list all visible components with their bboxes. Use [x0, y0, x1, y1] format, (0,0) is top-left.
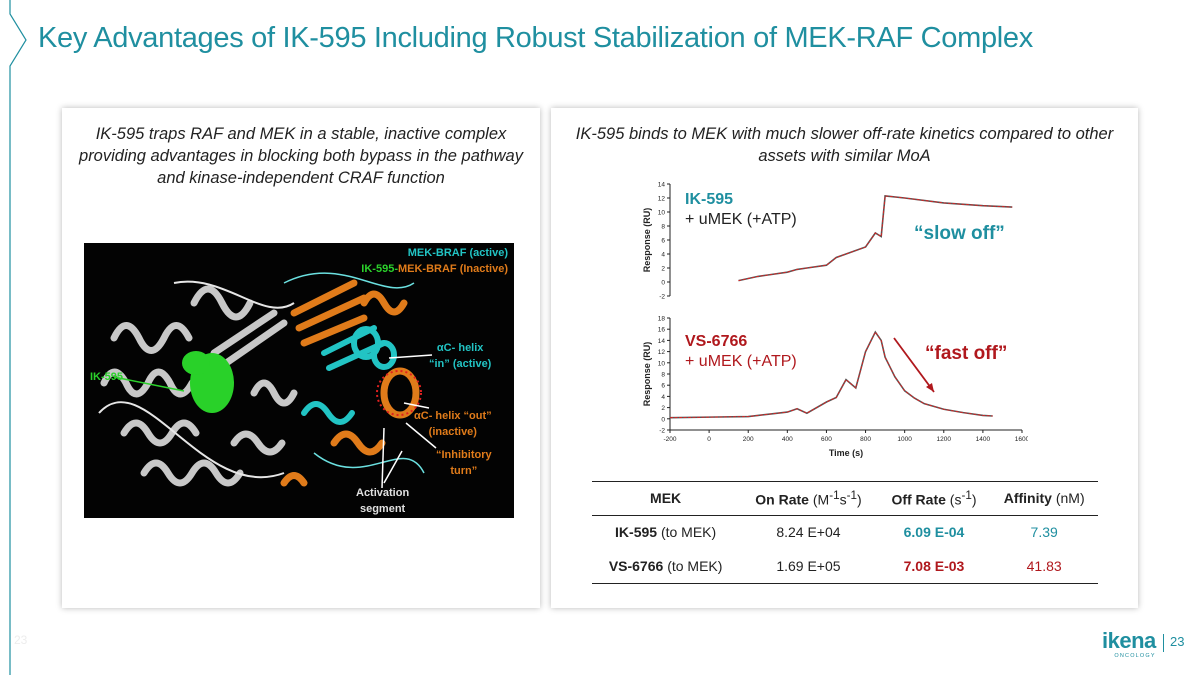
sensorgram-vs6766-label: VS-6766 + uMEK (+ATP) — [685, 332, 797, 372]
x-tick-label: 400 — [782, 436, 793, 443]
slide-edge-decoration — [9, 0, 27, 675]
y-tick-label: 2 — [661, 405, 665, 412]
page-number: 23 — [1170, 634, 1185, 649]
footer-left-page-number: 23 — [14, 633, 28, 647]
y-axis-label: Response (RU) — [642, 208, 652, 273]
x-tick-label: 1200 — [937, 436, 952, 443]
y-tick-label: 14 — [658, 338, 666, 345]
table-row: IK-595 (to MEK) 8.24 E+04 6.09 E-04 7.39 — [592, 515, 1098, 549]
row-off-rate: 7.08 E-03 — [877, 549, 991, 584]
footer-separator — [1163, 634, 1164, 652]
table-row: VS-6766 (to MEK) 1.69 E+05 7.08 E-03 41.… — [592, 549, 1098, 584]
protein-ribbon-render — [98, 272, 437, 489]
x-tick-label: 800 — [860, 436, 871, 443]
inhibitory-turn-label: “Inhibitory turn” — [436, 449, 492, 477]
right-panel-caption: IK-595 binds to MEK with much slower off… — [575, 125, 1114, 165]
y-tick-label: 0 — [661, 280, 665, 287]
col-on-rate: On Rate (M-1s-1) — [739, 481, 878, 516]
col-affinity: Affinity (nM) — [990, 481, 1098, 516]
series-line-fit — [669, 331, 993, 419]
fast-off-arrowhead — [926, 383, 934, 392]
y-tick-label: 4 — [661, 394, 665, 401]
y-tick-label: 14 — [658, 182, 666, 189]
left-panel-caption: IK-595 traps RAF and MEK in a stable, in… — [79, 125, 523, 187]
row-name: VS-6766 (to MEK) — [592, 549, 740, 584]
sensorgram-vs6766: -2 0 2 4 6 8 10 12 14 16 18 -200 0 200 400 600 800 1000 12… — [642, 316, 1028, 459]
y-tick-label: 16 — [658, 327, 666, 334]
row-name: IK-595 (to MEK) — [615, 524, 717, 541]
y-tick-label: 8 — [661, 224, 665, 231]
fast-off-annotation: “fast off” — [925, 343, 1008, 364]
y-tick-label: 10 — [658, 360, 666, 367]
protein-structure-image: MEK-BRAF (active) IK-595-MEK-BRAF (Inact… — [84, 243, 514, 518]
kinetics-table: MEK On Rate (M-1s-1) Off Rate (s-1) Affi… — [592, 481, 1098, 584]
y-tick-label: 2 — [661, 266, 665, 273]
y-tick-label: 12 — [658, 196, 666, 203]
y-tick-label: 10 — [658, 210, 666, 217]
helix-out-label: αC- helix “out” (inactive) — [414, 410, 492, 438]
sensorgram-ik595-drug: IK-595 — [685, 191, 734, 208]
row-on-rate: 8.24 E+04 — [776, 524, 841, 541]
row-on-rate: 1.69 E+05 — [739, 549, 878, 584]
y-tick-label: 6 — [661, 238, 665, 245]
row-affinity: 41.83 — [990, 549, 1098, 584]
sensorgram-vs6766-drug: VS-6766 — [685, 333, 748, 350]
fast-off-arrow — [893, 337, 935, 393]
col-off-rate: Off Rate (s-1) — [877, 481, 991, 516]
y-tick-label: -2 — [659, 294, 665, 301]
x-tick-label: 1600 — [1015, 436, 1028, 443]
helix-in-label: αC- helix “in” (active) — [429, 342, 492, 370]
x-tick-label: -200 — [663, 436, 676, 443]
legend-inactive-label: IK-595-MEK-BRAF (Inactive) — [361, 263, 508, 275]
slide-title: Key Advantages of IK-595 Including Robus… — [38, 22, 1033, 54]
legend-active-label: MEK-BRAF (active) — [407, 247, 508, 259]
slow-off-annotation: “slow off” — [914, 223, 1005, 244]
row-affinity: 7.39 — [1030, 524, 1058, 541]
activation-segment-label: Activation segment — [356, 487, 410, 515]
sensorgram-ik595: -2 0 2 4 6 8 10 12 14 Response (RU) — [642, 182, 1013, 301]
col-mek: MEK — [592, 481, 740, 516]
y-tick-label: 18 — [658, 316, 666, 323]
y-tick-label: 12 — [658, 349, 666, 356]
right-panel — [551, 108, 1138, 608]
row-off-rate: 6.09 E-04 — [903, 524, 965, 541]
series-line-fit — [738, 195, 1013, 282]
y-tick-label: 6 — [661, 383, 665, 390]
ik595-ligand-label: IK-595 — [90, 371, 124, 383]
x-tick-label: 600 — [821, 436, 832, 443]
kinetics-table-header: MEK On Rate (M-1s-1) Off Rate (s-1) Affi… — [592, 481, 1098, 516]
y-tick-label: -2 — [659, 428, 665, 435]
y-tick-label: 8 — [661, 372, 665, 379]
sensorgram-ik595-label: IK-595 + uMEK (+ATP) — [685, 190, 797, 230]
y-axis-label: Response (RU) — [642, 342, 652, 407]
y-tick-label: 4 — [661, 252, 665, 259]
x-tick-label: 200 — [743, 436, 754, 443]
ikena-oncology-logo: ikena ONCOLOGY — [1102, 628, 1156, 660]
x-axis-label: Time (s) — [829, 448, 863, 458]
sensorgram-ik595-condition: + uMEK (+ATP) — [685, 211, 797, 228]
x-tick-label: 1400 — [976, 436, 991, 443]
y-tick-label: 0 — [661, 416, 665, 423]
x-tick-label: 1000 — [897, 436, 912, 443]
sensorgram-vs6766-condition: + uMEK (+ATP) — [685, 353, 797, 370]
x-tick-label: 0 — [707, 436, 711, 443]
